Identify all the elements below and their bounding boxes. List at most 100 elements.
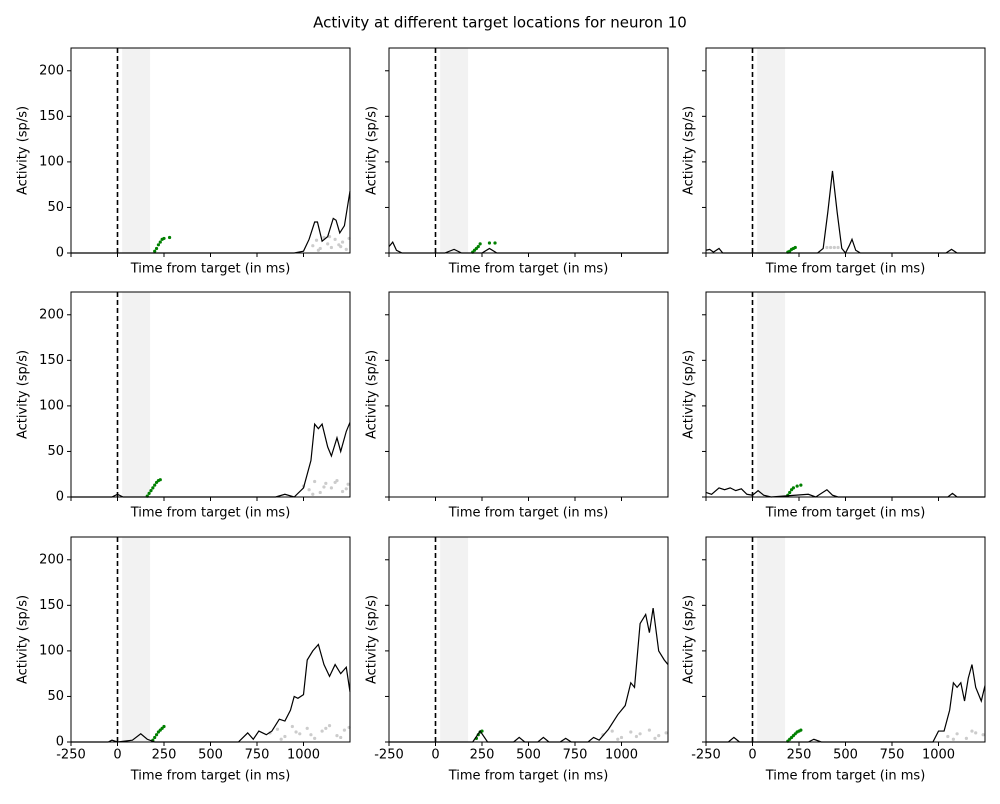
axes-frame <box>70 536 351 743</box>
y-tick-label: 0 <box>56 735 64 750</box>
y-tick-label: 150 <box>39 109 64 124</box>
trial-dot <box>153 735 157 740</box>
trial-dot <box>946 734 950 739</box>
activity-line <box>389 607 669 743</box>
x-tick-label: -250 <box>56 748 86 763</box>
trial-dot <box>664 731 668 735</box>
activity-line <box>388 240 668 254</box>
stimulus-span <box>757 48 786 253</box>
x-tick-label: 750 <box>563 748 588 763</box>
trial-dot <box>283 734 287 739</box>
trial-dot <box>153 483 157 487</box>
trial-dot <box>314 238 319 242</box>
trial-dot <box>333 480 337 485</box>
y-tick-label: 150 <box>39 353 64 368</box>
y-axis-label: Activity (sp/s) <box>16 350 31 439</box>
trial-dot <box>322 485 326 489</box>
trial-dot <box>327 724 332 728</box>
trial-dot <box>154 246 159 251</box>
x-axis-label: Time from target (in ms) <box>765 506 926 521</box>
trial-dot <box>616 737 620 741</box>
y-axis-label: Activity (sp/s) <box>16 106 31 195</box>
trial-dot <box>318 490 322 495</box>
trial-dot <box>647 728 652 732</box>
trial-dot <box>653 736 657 740</box>
x-tick-label: -250 <box>374 748 404 763</box>
x-tick-label: 0 <box>113 748 121 763</box>
stimulus-span <box>122 537 151 742</box>
y-tick-label: 0 <box>56 490 64 505</box>
stimulus-span <box>122 48 151 253</box>
trial-dot <box>326 242 330 246</box>
trial-dot <box>149 489 153 493</box>
trial-dot <box>832 245 836 250</box>
trial-dot <box>154 733 159 737</box>
trial-dot <box>955 732 959 736</box>
y-tick-label: 50 <box>47 200 64 215</box>
trial-dot <box>799 483 803 487</box>
stimulus-span <box>122 292 151 497</box>
figure-title: Activity at different target locations f… <box>313 14 687 32</box>
trial-dot <box>825 245 829 250</box>
trial-dot <box>333 237 337 241</box>
x-axis-label: Time from target (in ms) <box>130 506 291 521</box>
trial-dot <box>313 736 317 740</box>
x-tick-label: 250 <box>152 748 177 763</box>
trial-dot <box>294 730 298 734</box>
axes-frame <box>705 291 986 498</box>
trial-dot <box>156 243 161 247</box>
x-tick-label: 750 <box>245 748 270 763</box>
trial-dot <box>339 735 343 740</box>
trial-dot <box>836 245 840 250</box>
trial-dot <box>342 728 347 732</box>
x-axis-label: Time from target (in ms) <box>765 769 926 784</box>
trial-dot <box>290 724 294 729</box>
y-tick-label: 50 <box>47 689 64 704</box>
x-axis-label: Time from target (in ms) <box>765 262 926 277</box>
y-tick-label: 100 <box>39 154 64 169</box>
x-tick-label: 500 <box>516 748 541 763</box>
y-tick-label: 200 <box>39 63 64 78</box>
trial-dot <box>344 487 348 491</box>
y-axis-label: Activity (sp/s) <box>682 106 697 195</box>
stimulus-span <box>757 537 786 742</box>
axes-frame <box>388 291 669 498</box>
trial-dot <box>951 737 955 741</box>
trial-dot <box>324 481 328 485</box>
x-tick-label: 1000 <box>922 748 955 763</box>
x-tick-label: 500 <box>198 748 223 763</box>
trial-dot <box>970 729 974 733</box>
trial-dot <box>324 726 328 730</box>
trial-dot <box>307 488 311 492</box>
y-tick-label: 50 <box>47 444 64 459</box>
y-tick-label: 100 <box>39 643 64 658</box>
x-axis-label: Time from target (in ms) <box>130 262 291 277</box>
trial-dot <box>309 733 313 737</box>
trial-dot <box>329 245 333 250</box>
x-tick-label: 250 <box>787 748 812 763</box>
y-tick-label: 200 <box>39 552 64 567</box>
trial-dot <box>147 491 151 495</box>
x-axis-label: Time from target (in ms) <box>448 506 609 521</box>
y-axis-label: Activity (sp/s) <box>365 106 380 195</box>
stimulus-span <box>757 292 786 497</box>
trial-dot <box>829 245 833 250</box>
trial-dot <box>340 240 345 244</box>
y-tick-label: 200 <box>39 307 64 322</box>
axes-frame <box>388 47 669 254</box>
x-tick-label: 500 <box>833 748 858 763</box>
trial-dot <box>981 733 985 737</box>
trial-dot <box>167 235 172 240</box>
y-axis-label: Activity (sp/s) <box>365 595 380 684</box>
trial-dot <box>298 732 302 736</box>
trial-dot <box>493 241 497 245</box>
trial-dot <box>158 240 162 244</box>
y-tick-label: 100 <box>39 398 64 413</box>
trial-dot <box>788 490 792 495</box>
trial-dot <box>327 235 332 239</box>
trial-dot <box>329 486 333 490</box>
trial-dot <box>619 735 624 740</box>
trial-dot <box>791 486 796 490</box>
trial-dot <box>151 486 155 490</box>
